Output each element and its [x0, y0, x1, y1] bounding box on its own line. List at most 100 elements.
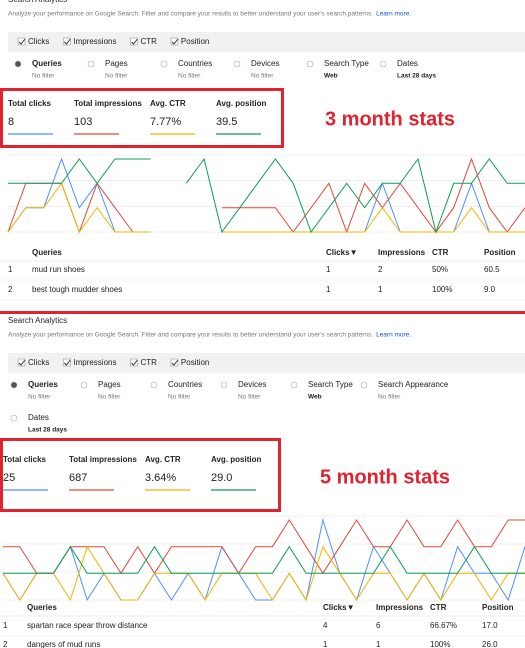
radio-button[interactable]	[160, 60, 168, 68]
table-cell: 1	[378, 285, 383, 294]
metric-toggle[interactable]: Clicks	[28, 358, 49, 367]
check-mark	[18, 38, 26, 45]
filter-label[interactable]: Queries	[28, 380, 58, 389]
trend-line	[8, 158, 151, 185]
check-mark	[18, 359, 26, 366]
page-title: Search Analytics	[8, 0, 67, 4]
table-cell: 2	[378, 265, 383, 274]
filter-value[interactable]: No filter	[238, 394, 261, 401]
trend-line	[3, 519, 525, 575]
stat-value: 103	[74, 116, 92, 128]
table-header: CTR	[430, 603, 447, 612]
trend-line	[2, 545, 525, 602]
learn-more-link[interactable]: Learn more.	[376, 332, 411, 339]
radio-button[interactable]	[306, 60, 314, 68]
table-header: Queries	[32, 248, 62, 257]
radio-button[interactable]	[10, 414, 18, 422]
radio-button[interactable]	[290, 381, 298, 389]
radio-button[interactable]	[360, 381, 368, 389]
radio-button[interactable]	[87, 60, 95, 68]
filter-value[interactable]: No filter	[251, 73, 274, 80]
filter-label[interactable]: Countries	[178, 59, 212, 68]
filter-label[interactable]: Pages	[98, 380, 121, 389]
radio-button[interactable]	[80, 381, 88, 389]
filter-label[interactable]: Countries	[168, 380, 202, 389]
table-cell: 6	[376, 621, 381, 630]
trend-line	[7, 157, 151, 233]
filter-value[interactable]: No filter	[28, 394, 51, 401]
metric-toggle[interactable]: Position	[181, 358, 209, 367]
table-header: Impressions	[376, 603, 424, 612]
radio-button[interactable]	[379, 60, 387, 68]
checkbox[interactable]	[170, 358, 179, 367]
checkbox[interactable]	[170, 37, 179, 46]
table-header: Position	[482, 603, 514, 612]
radio-button[interactable]	[150, 381, 158, 389]
filter-label[interactable]: Dates	[28, 413, 49, 422]
filter-label[interactable]: Devices	[238, 380, 266, 389]
metric-toggle[interactable]: CTR	[140, 37, 157, 46]
query-link[interactable]: dangers of mud runs	[27, 640, 100, 648]
table-cell: 2	[3, 640, 8, 648]
annotation: 5 month stats	[320, 466, 450, 488]
table-cell: 1	[376, 640, 381, 648]
highlight-box	[0, 88, 284, 148]
check-mark	[171, 38, 179, 45]
toggle-bar	[8, 32, 525, 52]
table-header: Impressions	[378, 248, 426, 257]
filter-label[interactable]: Pages	[105, 59, 128, 68]
filter-value[interactable]: No filter	[32, 73, 55, 80]
filter-value[interactable]: No filter	[98, 394, 121, 401]
table-header: Position	[484, 248, 516, 257]
filter-value[interactable]: No filter	[178, 73, 201, 80]
filter-value[interactable]: Last 28 days	[397, 73, 436, 80]
checkbox[interactable]	[17, 37, 26, 46]
stat-value: 3.64%	[145, 472, 176, 484]
radio-button[interactable]	[233, 60, 241, 68]
filter-label[interactable]: Queries	[32, 59, 62, 68]
filter-value[interactable]: Last 28 days	[28, 427, 67, 434]
table-cell: 17.0	[482, 621, 498, 630]
radio-button[interactable]	[14, 60, 22, 68]
stat-label: Avg. CTR	[145, 455, 181, 464]
filter-label[interactable]: Devices	[251, 59, 279, 68]
learn-more-link[interactable]: Learn more.	[376, 11, 411, 18]
stat-label: Avg. CTR	[150, 99, 186, 108]
description: Analyze your performance on Google Searc…	[8, 332, 373, 339]
metric-toggle[interactable]: Impressions	[73, 37, 116, 46]
filter-value[interactable]: No filter	[378, 394, 401, 401]
metric-toggle[interactable]: Position	[181, 37, 209, 46]
checkbox[interactable]	[130, 358, 138, 367]
filter-value[interactable]: Web	[324, 73, 338, 80]
filter-label[interactable]: Dates	[397, 59, 418, 68]
filter-label[interactable]: Search Appearance	[378, 380, 449, 389]
annotation: 3 month stats	[325, 108, 455, 130]
table-cell: 60.5	[484, 265, 500, 274]
filter-label[interactable]: Search Type	[324, 59, 369, 68]
query-link[interactable]: spartan race spear throw distance	[27, 621, 148, 630]
radio-button[interactable]	[220, 381, 228, 389]
checkbox[interactable]	[130, 37, 138, 46]
metric-toggle[interactable]: Impressions	[73, 358, 116, 367]
table-cell: 100%	[430, 640, 450, 648]
stat-value: 39.5	[216, 116, 237, 128]
checkbox[interactable]	[63, 37, 71, 46]
query-link[interactable]: mud run shoes	[32, 265, 85, 274]
filter-value[interactable]: No filter	[105, 73, 128, 80]
stat-label: Total impressions	[69, 455, 137, 464]
query-link[interactable]: best tough mudder shoes	[32, 285, 122, 294]
checkbox[interactable]	[63, 358, 71, 367]
radio-button[interactable]	[10, 381, 18, 389]
filter-label[interactable]: Search Type	[308, 380, 353, 389]
metric-toggle[interactable]: CTR	[140, 358, 157, 367]
table-cell: 1	[323, 640, 328, 648]
checkbox[interactable]	[17, 358, 26, 367]
table-cell: 1	[326, 285, 331, 294]
metric-toggle[interactable]: Clicks	[28, 37, 49, 46]
stat-value: 25	[3, 472, 15, 484]
table-cell: 2	[8, 285, 13, 294]
filter-value[interactable]: No filter	[168, 394, 191, 401]
filter-value[interactable]: Web	[308, 394, 322, 401]
table-header: CTR	[432, 248, 449, 257]
